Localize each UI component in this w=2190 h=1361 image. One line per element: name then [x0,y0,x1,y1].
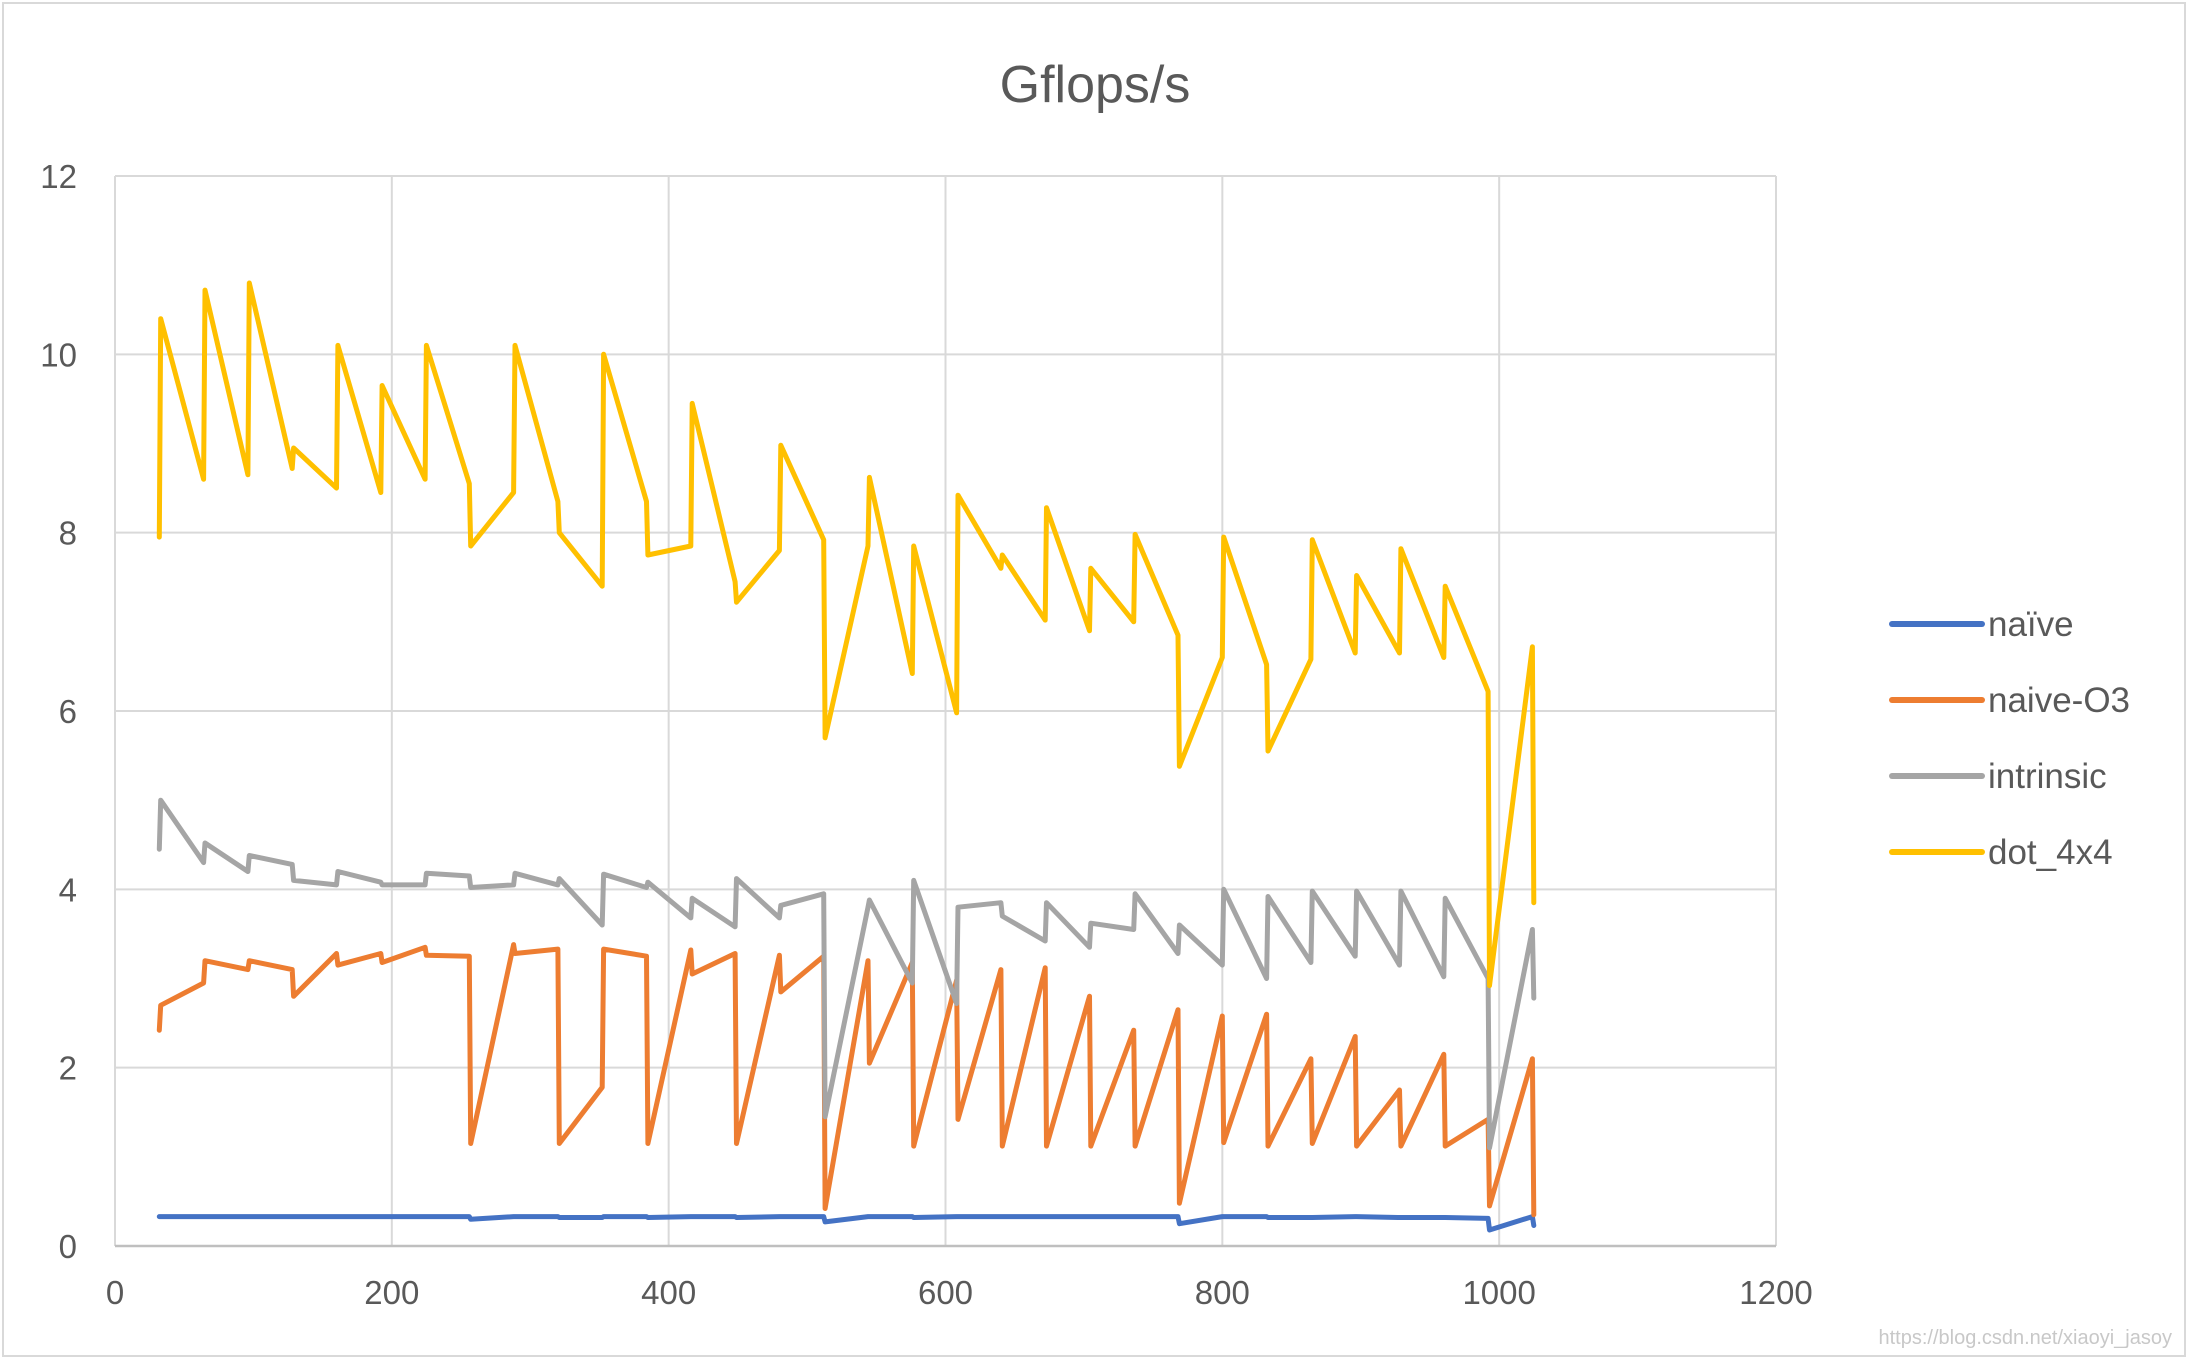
x-tick-label-0: 0 [106,1274,124,1311]
legend: naïve naive-O3 intrinsic dot_4x4 [1889,605,2130,872]
x-tick-label-1000: 1000 [1462,1274,1535,1311]
legend-label-dot-4x4: dot_4x4 [1988,833,2113,872]
series-line-na-ve [156,1214,1537,1233]
x-tick-label-400: 400 [641,1274,696,1311]
x-tick-label-600: 600 [918,1274,973,1311]
x-tick-label-200: 200 [364,1274,419,1311]
y-tick-label-12: 12 [40,158,77,195]
legend-label-naive-o3: naive-O3 [1988,681,2130,720]
series-line-dot-4x4 [156,280,1537,989]
legend-label-na-ve: naïve [1988,605,2074,644]
x-tick-label-1200: 1200 [1739,1274,1812,1311]
y-tick-label-2: 2 [59,1050,77,1087]
legend-item-dot-4x4: dot_4x4 [1889,833,2113,872]
y-tick-label-4: 4 [59,871,77,908]
data-series [156,280,1537,1233]
series-line-naive-o3 [156,942,1537,1218]
legend-item-naive-o3: naive-O3 [1889,681,2130,720]
y-tick-label-6: 6 [59,693,77,730]
legend-item-na-ve: naïve [1889,605,2074,644]
x-tick-label-800: 800 [1195,1274,1250,1311]
grid-lines [114,175,1777,1247]
y-tick-label-0: 0 [59,1228,77,1265]
axes: 0 2 4 6 8 10 12 0 200 400 600 800 1000 1200 [40,158,1812,1311]
watermark-text: https://blog.csdn.net/xiaoyi_jasoy [1878,1327,2172,1349]
y-tick-label-8: 8 [59,515,77,552]
legend-item-intrinsic: intrinsic [1889,757,2107,796]
y-tick-label-10: 10 [40,336,77,373]
chart-title: Gflops/s [1000,56,1191,114]
series-line-intrinsic [156,797,1537,1151]
legend-label-intrinsic: intrinsic [1988,757,2107,796]
